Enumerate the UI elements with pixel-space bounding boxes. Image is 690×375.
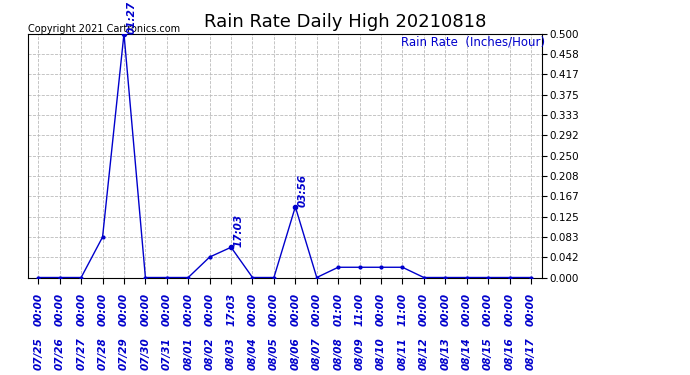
Text: 00:00: 00:00: [55, 292, 65, 326]
Text: 07/28: 07/28: [97, 338, 108, 370]
Text: 03:56: 03:56: [297, 174, 308, 207]
Text: 00:00: 00:00: [140, 292, 150, 326]
Text: 00:00: 00:00: [269, 292, 279, 326]
Text: 11:00: 11:00: [397, 292, 407, 326]
Text: 00:00: 00:00: [440, 292, 451, 326]
Text: 08/09: 08/09: [355, 338, 364, 370]
Text: 00:00: 00:00: [376, 292, 386, 326]
Text: 00:00: 00:00: [33, 292, 43, 326]
Text: 08/14: 08/14: [462, 338, 472, 370]
Text: 08/04: 08/04: [248, 338, 257, 370]
Text: 17:03: 17:03: [226, 292, 236, 326]
Text: Rain Rate  (Inches/Hour): Rain Rate (Inches/Hour): [401, 36, 545, 49]
Text: 00:00: 00:00: [504, 292, 515, 326]
Text: 00:00: 00:00: [248, 292, 257, 326]
Text: 00:00: 00:00: [483, 292, 493, 326]
Text: 17:03: 17:03: [233, 214, 243, 247]
Text: 07/25: 07/25: [33, 338, 43, 370]
Text: 08/08: 08/08: [333, 338, 343, 370]
Text: 08/05: 08/05: [269, 338, 279, 370]
Text: 08/13: 08/13: [440, 338, 451, 370]
Text: 08/16: 08/16: [504, 338, 515, 370]
Text: 08/15: 08/15: [483, 338, 493, 370]
Text: 00:00: 00:00: [205, 292, 215, 326]
Text: 00:00: 00:00: [312, 292, 322, 326]
Text: 01:00: 01:00: [333, 292, 343, 326]
Text: 08/10: 08/10: [376, 338, 386, 370]
Text: 07/30: 07/30: [140, 338, 150, 370]
Text: 08/17: 08/17: [526, 338, 536, 370]
Text: 00:00: 00:00: [184, 292, 193, 326]
Text: 08/01: 08/01: [184, 338, 193, 370]
Text: 08/02: 08/02: [205, 338, 215, 370]
Text: 00:00: 00:00: [162, 292, 172, 326]
Text: 07/31: 07/31: [162, 338, 172, 370]
Text: Rain Rate Daily High 20210818: Rain Rate Daily High 20210818: [204, 13, 486, 31]
Text: 11:00: 11:00: [355, 292, 364, 326]
Text: 00:00: 00:00: [419, 292, 429, 326]
Text: 07/26: 07/26: [55, 338, 65, 370]
Text: 00:00: 00:00: [526, 292, 536, 326]
Text: 00:00: 00:00: [119, 292, 129, 326]
Text: 07/27: 07/27: [76, 338, 86, 370]
Text: 08/06: 08/06: [290, 338, 300, 370]
Text: 08/07: 08/07: [312, 338, 322, 370]
Text: Copyright 2021 Cartronics.com: Copyright 2021 Cartronics.com: [28, 24, 180, 34]
Text: 01:27: 01:27: [126, 1, 136, 34]
Text: 00:00: 00:00: [76, 292, 86, 326]
Text: 00:00: 00:00: [97, 292, 108, 326]
Text: 08/11: 08/11: [397, 338, 407, 370]
Text: 00:00: 00:00: [462, 292, 472, 326]
Text: 08/03: 08/03: [226, 338, 236, 370]
Text: 00:00: 00:00: [290, 292, 300, 326]
Text: 08/12: 08/12: [419, 338, 429, 370]
Text: 07/29: 07/29: [119, 338, 129, 370]
